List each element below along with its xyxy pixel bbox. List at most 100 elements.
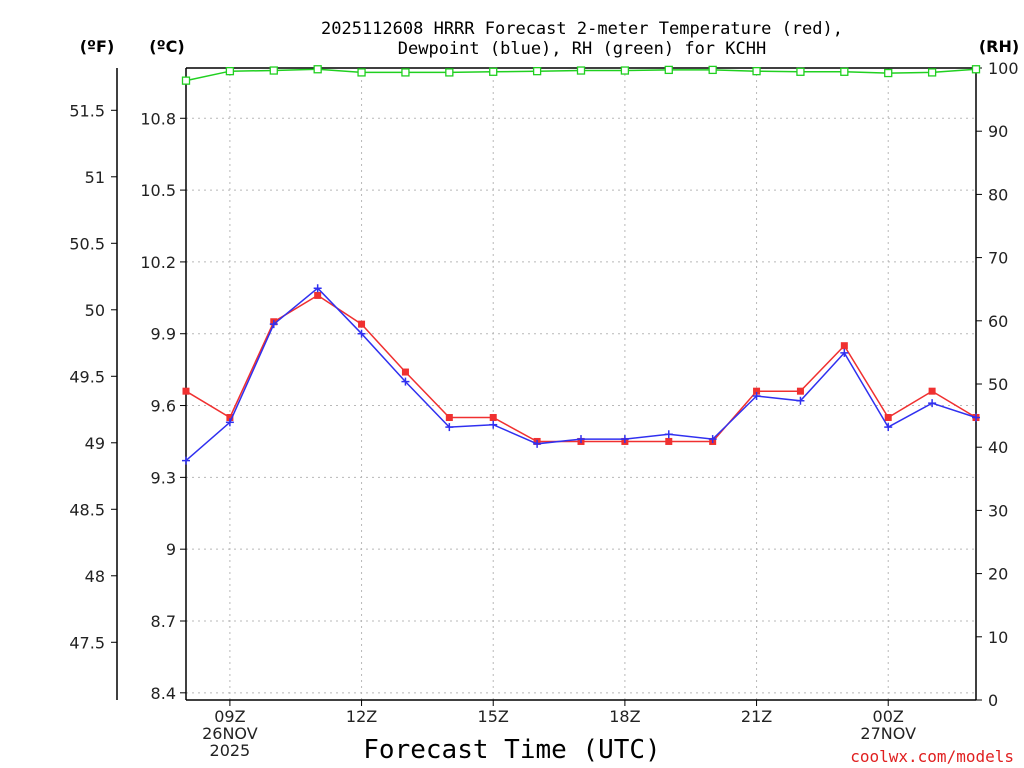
fahrenheit-tick-label: 48.5 bbox=[69, 500, 105, 519]
celsius-tick-label: 9.9 bbox=[151, 325, 176, 344]
rh-tick-label: 10 bbox=[988, 628, 1008, 647]
rh-tick-label: 100 bbox=[988, 59, 1019, 78]
temperature-point bbox=[445, 414, 453, 422]
temperature-point bbox=[753, 387, 761, 395]
dewpoint-point bbox=[445, 423, 454, 432]
credit-link[interactable]: coolwx.com/models bbox=[850, 747, 1014, 766]
temperature-point bbox=[796, 387, 804, 395]
rh-point bbox=[840, 67, 849, 76]
dewpoint-point bbox=[752, 391, 761, 400]
rh-point bbox=[752, 67, 761, 76]
celsius-tick-label: 10.5 bbox=[140, 181, 176, 200]
fahrenheit-tick-label: 49 bbox=[85, 434, 105, 453]
rh-tick-label: 80 bbox=[988, 185, 1008, 204]
dewpoint-point bbox=[664, 430, 673, 439]
rh-point bbox=[971, 65, 981, 74]
celsius-tick-label: 9 bbox=[166, 540, 176, 559]
celsius-tick-label: 8.4 bbox=[151, 684, 176, 703]
temperature-point bbox=[884, 414, 892, 422]
x-tick-label: 27NOV bbox=[860, 724, 916, 743]
dewpoint-point bbox=[489, 420, 498, 429]
fahrenheit-unit-label: (ºF) bbox=[80, 37, 115, 56]
rh-point bbox=[445, 68, 454, 77]
celsius-tick-label: 10.2 bbox=[140, 253, 176, 272]
fahrenheit-tick-label: 50.5 bbox=[69, 234, 105, 253]
x-tick-label: 18Z bbox=[609, 707, 640, 726]
rh-tick-label: 60 bbox=[988, 312, 1008, 331]
rh-point bbox=[269, 66, 278, 75]
rh-point bbox=[664, 65, 673, 75]
dewpoint-point bbox=[620, 435, 629, 444]
temperature-point bbox=[665, 437, 673, 445]
rh-point bbox=[225, 67, 235, 76]
rh-point bbox=[708, 65, 717, 75]
dewpoint-point bbox=[577, 435, 585, 444]
dewpoint-point bbox=[357, 329, 366, 338]
data-series bbox=[181, 65, 981, 465]
x-tick-label: 12Z bbox=[346, 707, 377, 726]
rh-point bbox=[796, 67, 805, 76]
fahrenheit-tick-label: 51 bbox=[85, 168, 105, 187]
dewpoint-series-line bbox=[185, 287, 977, 462]
celsius-unit-label: (ºC) bbox=[149, 37, 184, 56]
rh-point bbox=[313, 65, 322, 74]
temperature-point bbox=[314, 291, 322, 299]
rh-point bbox=[489, 67, 498, 76]
fahrenheit-tick-label: 50 bbox=[85, 301, 105, 320]
temperature-point bbox=[358, 320, 366, 328]
dewpoint-point bbox=[708, 435, 717, 444]
x-tick-label: 2025 bbox=[210, 741, 251, 760]
rh-point bbox=[401, 68, 410, 77]
dewpoint-point bbox=[533, 439, 542, 448]
dewpoint-point bbox=[313, 284, 322, 293]
rh-tick-label: 20 bbox=[988, 565, 1008, 584]
fahrenheit-tick-label: 48 bbox=[85, 567, 105, 586]
rh-point bbox=[181, 76, 191, 85]
dewpoint-point bbox=[928, 399, 937, 408]
rh-tick-label: 50 bbox=[988, 375, 1008, 394]
rh-tick-label: 90 bbox=[988, 122, 1008, 141]
x-tick-label: 00Z bbox=[873, 707, 904, 726]
fahrenheit-tick-label: 49.5 bbox=[69, 367, 105, 386]
gridlines bbox=[186, 68, 976, 700]
x-tick-label: 26NOV bbox=[202, 724, 258, 743]
celsius-tick-label: 10.8 bbox=[140, 109, 176, 128]
temperature-point bbox=[401, 368, 409, 376]
dewpoint-point bbox=[225, 418, 234, 427]
celsius-tick-label: 8.7 bbox=[151, 612, 176, 631]
rh-tick-label: 40 bbox=[988, 438, 1008, 457]
rh-point bbox=[927, 68, 937, 77]
rh-point bbox=[532, 67, 542, 76]
x-tick-label: 21Z bbox=[741, 707, 772, 726]
dewpoint-point bbox=[401, 377, 410, 386]
rh-tick-label: 30 bbox=[988, 501, 1008, 520]
temperature-point bbox=[840, 342, 848, 350]
celsius-tick-label: 9.6 bbox=[151, 397, 176, 416]
fahrenheit-tick-label: 51.5 bbox=[69, 101, 105, 120]
rh-tick-label: 70 bbox=[988, 249, 1008, 268]
dewpoint-point bbox=[182, 456, 190, 465]
rh-point bbox=[884, 68, 893, 78]
temperature-point bbox=[226, 414, 234, 422]
rh-point bbox=[576, 66, 586, 75]
x-axis-label: Forecast Time (UTC) bbox=[363, 735, 660, 765]
rh-tick-label: 0 bbox=[988, 691, 998, 710]
x-tick-label: 09Z bbox=[214, 707, 245, 726]
x-tick-label: 15Z bbox=[478, 707, 509, 726]
rh-point bbox=[620, 66, 630, 75]
celsius-tick-label: 9.3 bbox=[151, 468, 176, 487]
rh-point bbox=[357, 68, 366, 77]
temperature-point bbox=[182, 387, 190, 395]
axes bbox=[111, 67, 982, 706]
chart-title-line1: 2025112608 HRRR Forecast 2-meter Tempera… bbox=[321, 19, 843, 39]
dewpoint-point bbox=[840, 348, 849, 357]
dewpoint-point bbox=[269, 320, 278, 329]
rh-unit-label: (RH) bbox=[979, 37, 1019, 56]
dewpoint-point bbox=[884, 423, 893, 432]
temperature-series-line bbox=[185, 294, 977, 443]
chart-title-line2: Dewpoint (blue), RH (green) for KCHH bbox=[398, 39, 766, 59]
temperature-point bbox=[489, 414, 497, 422]
temperature-point bbox=[928, 387, 936, 395]
dewpoint-point bbox=[796, 396, 805, 405]
